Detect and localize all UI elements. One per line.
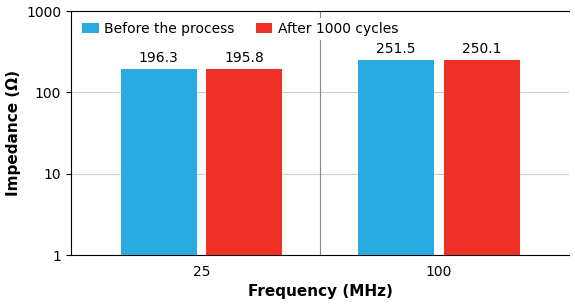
Y-axis label: Impedance (Ω): Impedance (Ω)	[6, 70, 21, 196]
Bar	[121, 69, 197, 305]
Text: 196.3: 196.3	[139, 51, 179, 65]
Bar	[206, 69, 282, 305]
Text: 251.5: 251.5	[377, 42, 416, 56]
Legend: Before the process, After 1000 cycles: Before the process, After 1000 cycles	[78, 18, 402, 40]
Bar	[358, 60, 434, 305]
Bar	[444, 60, 520, 305]
Text: 195.8: 195.8	[224, 51, 264, 65]
X-axis label: Frequency (MHz): Frequency (MHz)	[248, 285, 393, 300]
Text: 250.1: 250.1	[462, 42, 501, 56]
